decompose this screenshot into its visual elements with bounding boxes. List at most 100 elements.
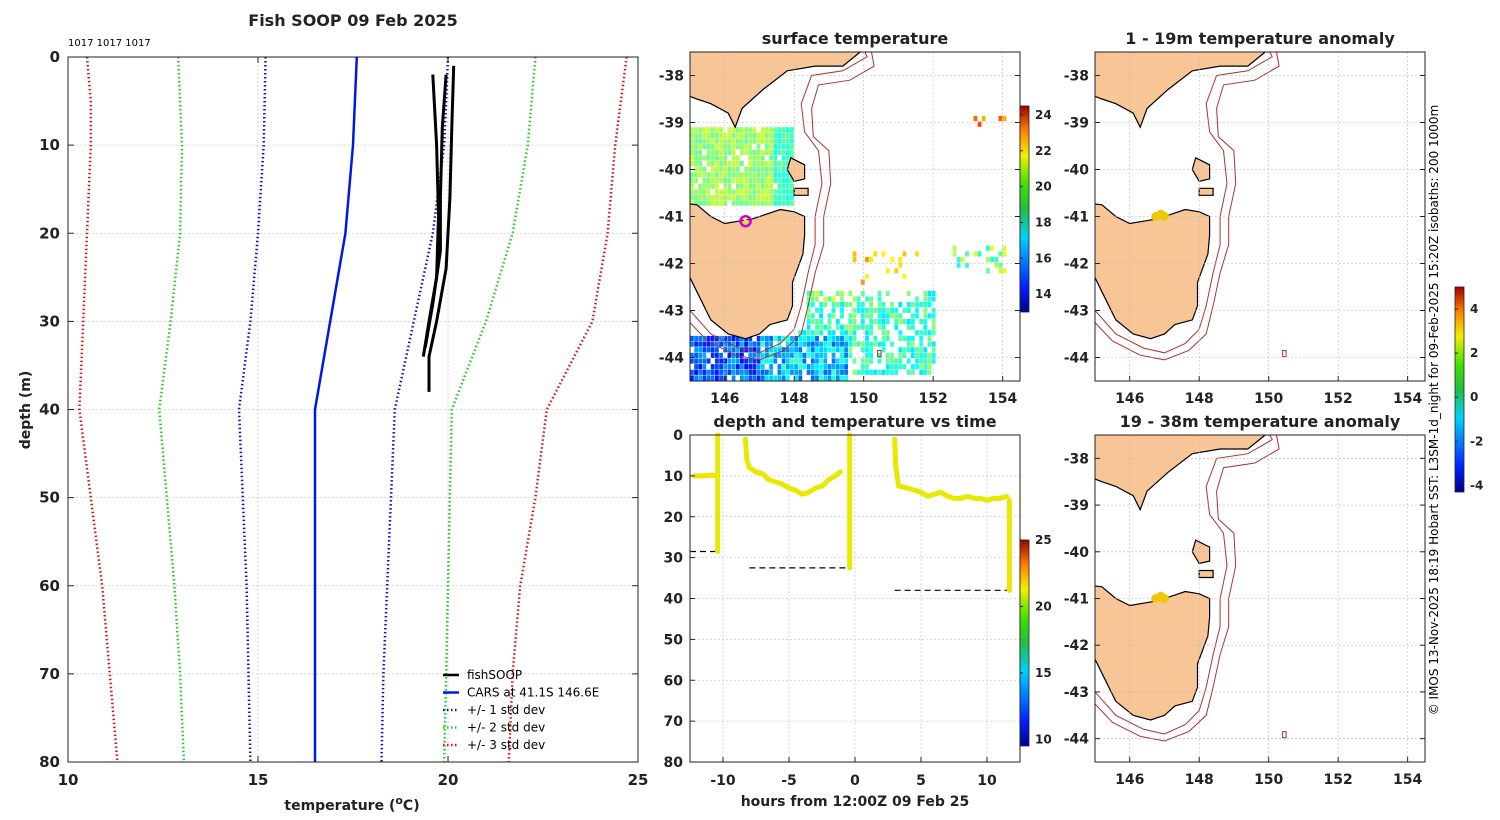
sst-pixel bbox=[973, 115, 978, 122]
sst-pixel bbox=[740, 341, 744, 347]
sst-pixel bbox=[815, 369, 819, 375]
sst-pixel bbox=[877, 358, 882, 364]
sst-pixel bbox=[756, 375, 761, 381]
sst-pixel bbox=[831, 313, 836, 319]
sst-pixel bbox=[798, 352, 803, 358]
sst-pixel bbox=[785, 364, 790, 370]
depth-time-chart: depth and temperature vs time -10 -5 0 5 10 0… bbox=[664, 412, 1052, 810]
sst-pixel bbox=[769, 183, 773, 189]
sst-pixel bbox=[731, 161, 736, 167]
sst-pixel bbox=[690, 341, 694, 347]
sst-pixel bbox=[927, 364, 932, 370]
location-marker-dot bbox=[743, 219, 748, 224]
sst-pixel bbox=[702, 144, 707, 150]
sst-pixel bbox=[865, 347, 869, 353]
sst-pixel bbox=[756, 189, 761, 195]
sst-pixel bbox=[890, 341, 894, 347]
sst-pixel bbox=[715, 132, 719, 138]
sst-pixel bbox=[781, 127, 786, 133]
sst-pixel bbox=[790, 189, 794, 195]
sst-pixel bbox=[973, 251, 978, 257]
sst-pixel bbox=[719, 161, 723, 167]
sst-pixel bbox=[798, 341, 803, 347]
sst-pixel bbox=[702, 341, 707, 347]
sst-pixel bbox=[715, 369, 719, 375]
sst-pixel bbox=[690, 194, 694, 201]
sst-pixel bbox=[727, 364, 732, 370]
sst-pixel bbox=[765, 172, 769, 178]
sst-pixel bbox=[769, 138, 773, 144]
sst-pixel bbox=[806, 319, 811, 325]
sst-pixel bbox=[902, 347, 907, 353]
sst-cbar-label: 20 bbox=[1035, 180, 1052, 194]
sst-pixel bbox=[769, 375, 773, 381]
anomaly2-ytick-label: -42 bbox=[1064, 638, 1089, 654]
sst-pixel bbox=[931, 358, 936, 364]
sst-pixel bbox=[831, 352, 836, 358]
sst-pixel bbox=[756, 369, 761, 375]
sst-pixel bbox=[781, 144, 786, 150]
anomaly1-xtick-label: 148 bbox=[1185, 391, 1214, 407]
sst-pixel bbox=[769, 194, 773, 201]
sst-pixel bbox=[710, 352, 715, 358]
sst-pixel bbox=[690, 183, 694, 189]
sst-pixel bbox=[735, 166, 740, 172]
sst-pixel bbox=[806, 369, 811, 375]
sst-pixel bbox=[769, 335, 773, 342]
sst-pixel bbox=[769, 200, 773, 206]
sst-pixel bbox=[848, 352, 853, 358]
sst-pixel bbox=[744, 375, 748, 381]
sst-pixel bbox=[719, 132, 723, 138]
sst-pixel bbox=[731, 375, 736, 381]
sst-pixel bbox=[748, 200, 753, 206]
sst-pixel bbox=[698, 149, 703, 155]
sst-pixel bbox=[831, 358, 836, 364]
profile-ticks: 10 15 20 25 0 10 20 30 40 50 60 70 80 bbox=[39, 48, 648, 789]
sst-pixel bbox=[760, 194, 765, 201]
sst-pixel bbox=[740, 161, 744, 167]
sst-pixel bbox=[777, 369, 782, 375]
sst-pixel bbox=[694, 138, 698, 144]
sst-pixel bbox=[860, 279, 865, 285]
sst-pixel bbox=[831, 335, 836, 342]
legend-label-fishsoop: fishSOOP bbox=[467, 668, 522, 682]
sst-pixel bbox=[698, 352, 703, 358]
sst-pixel bbox=[748, 347, 753, 353]
sst-pixel bbox=[723, 178, 728, 184]
sst-pixel bbox=[744, 178, 748, 184]
sst-pixel bbox=[706, 144, 711, 150]
sst-pixel bbox=[823, 364, 828, 370]
sst-pixel bbox=[698, 364, 703, 370]
anomaly2-title: 19 - 38m temperature anomaly bbox=[1120, 412, 1401, 431]
profile-ytick-label: 60 bbox=[39, 577, 60, 595]
sst-cape-barren-island bbox=[793, 187, 809, 196]
sst-pixel bbox=[719, 138, 723, 144]
sst-pixel bbox=[710, 149, 715, 155]
sst-pixel bbox=[810, 302, 815, 308]
sst-pixel bbox=[852, 330, 857, 336]
sst-pixel bbox=[998, 268, 1003, 274]
sst-pixel bbox=[727, 144, 732, 150]
sst-pixel bbox=[848, 341, 853, 347]
sst-pixel bbox=[694, 161, 698, 167]
sst-pixel bbox=[756, 132, 761, 138]
sst-pixel bbox=[777, 138, 782, 144]
sst-pixel bbox=[877, 313, 882, 319]
anomaly1-mainland bbox=[1095, 52, 1266, 129]
sst-pixel bbox=[898, 352, 903, 358]
sst-pixel bbox=[998, 251, 1003, 257]
sst-pixel bbox=[765, 183, 769, 189]
sst-ytick-label: -40 bbox=[659, 163, 685, 179]
sst-pixel bbox=[856, 302, 861, 308]
sst-pixel bbox=[735, 347, 740, 353]
sst-pixel bbox=[844, 375, 848, 381]
sst-pixel bbox=[840, 358, 844, 364]
dt-ytick-label: 10 bbox=[664, 469, 684, 485]
sst-ytick-label: -38 bbox=[659, 69, 684, 85]
sst-pixel bbox=[719, 149, 723, 155]
sst-pixel bbox=[698, 161, 703, 167]
sst-pixel bbox=[710, 172, 715, 178]
sst-pixel bbox=[785, 352, 790, 358]
sst-pixel bbox=[781, 172, 786, 178]
dt-ytick-label: 80 bbox=[664, 755, 684, 771]
